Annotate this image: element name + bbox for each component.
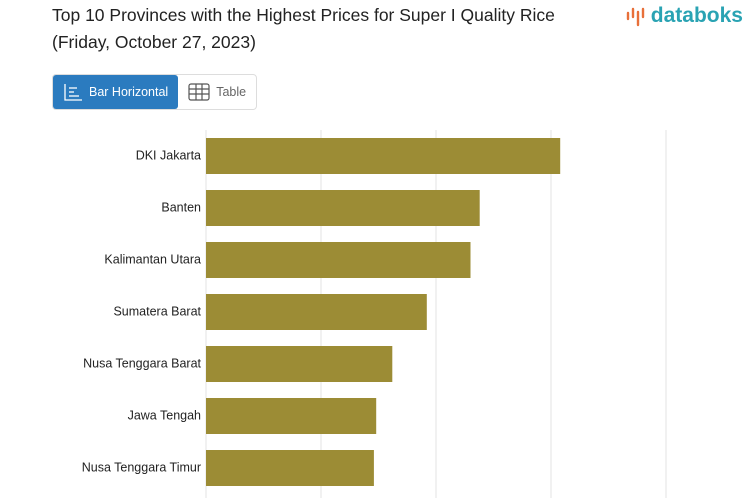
y-tick-label: Kalimantan Utara — [104, 252, 201, 266]
y-tick-label: Jawa Tengah — [128, 408, 201, 422]
table-icon — [188, 83, 210, 101]
view-toggle: Bar Horizontal Table — [52, 74, 258, 110]
bar-view-button[interactable]: Bar Horizontal — [53, 75, 179, 109]
bar — [206, 242, 471, 278]
y-tick-label: Nusa Tenggara Barat — [83, 356, 201, 370]
bar — [206, 346, 393, 382]
button-label: Bar Horizontal — [89, 85, 169, 99]
button-label: Table — [216, 85, 247, 99]
y-tick-label: Sumatera Barat — [113, 304, 201, 318]
bar — [206, 398, 377, 434]
bar-icon — [64, 84, 82, 101]
y-tick-label: Banten — [161, 200, 201, 214]
brand-logo[interactable]: databoks — [625, 4, 743, 28]
bar — [206, 138, 561, 174]
y-tick-label: Nusa Tenggara Timur — [82, 460, 201, 474]
bar — [206, 294, 427, 330]
logo-icon — [626, 7, 644, 27]
brand-name: databoks — [650, 4, 743, 27]
bar — [206, 450, 374, 486]
chart-title: Top 10 Provinces with the Highest Prices… — [52, 5, 555, 52]
y-tick-label: DKI Jakarta — [136, 148, 201, 162]
table-view-button[interactable]: Table — [178, 75, 256, 109]
bar — [206, 190, 480, 226]
